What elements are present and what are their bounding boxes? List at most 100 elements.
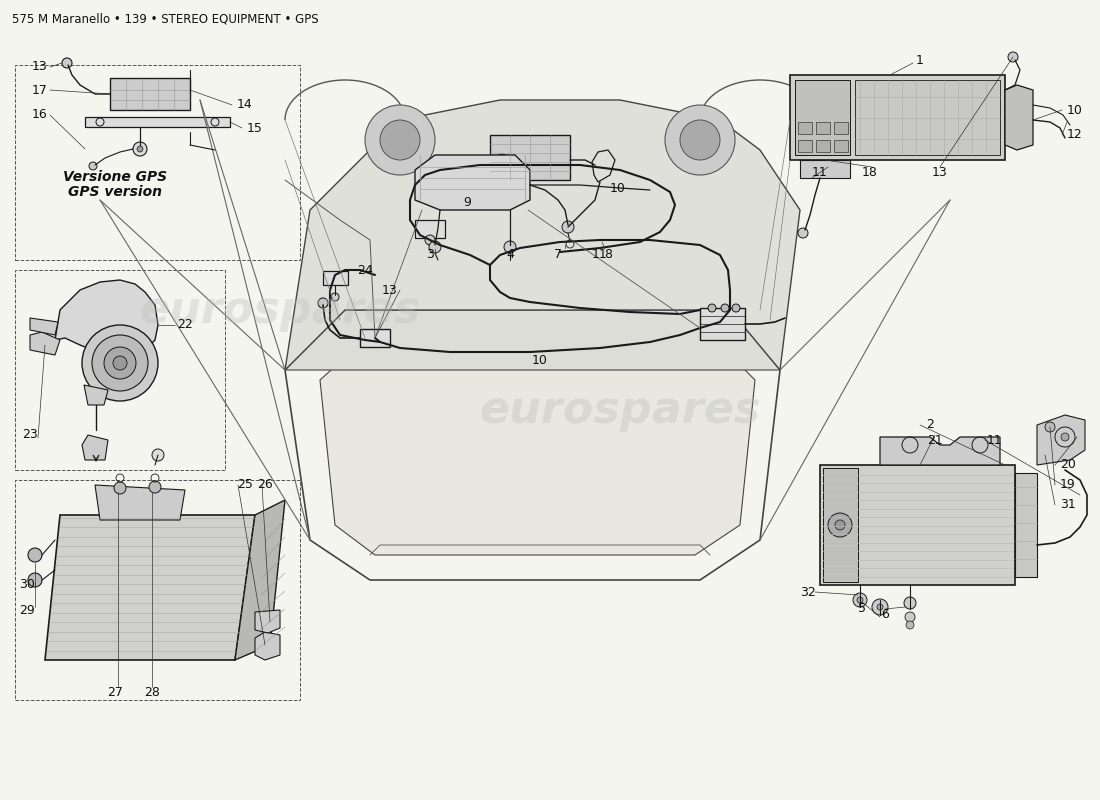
Bar <box>816 140 831 152</box>
Circle shape <box>148 481 161 493</box>
Text: 20: 20 <box>1060 458 1076 471</box>
Bar <box>795 80 850 155</box>
Circle shape <box>89 162 97 170</box>
Text: 4: 4 <box>506 249 514 262</box>
Text: 9: 9 <box>463 195 471 209</box>
Bar <box>798 140 812 152</box>
Polygon shape <box>95 485 185 520</box>
Polygon shape <box>84 385 108 405</box>
Circle shape <box>906 621 914 629</box>
Circle shape <box>496 154 508 166</box>
Circle shape <box>877 604 883 610</box>
Text: 29: 29 <box>19 603 35 617</box>
Circle shape <box>852 593 867 607</box>
Text: 19: 19 <box>1060 478 1076 491</box>
Polygon shape <box>800 160 850 178</box>
Circle shape <box>835 520 845 530</box>
Circle shape <box>429 241 441 253</box>
Bar <box>360 329 390 347</box>
Bar <box>790 75 1005 160</box>
Circle shape <box>62 58 72 68</box>
Bar <box>798 122 812 134</box>
Bar <box>15 270 225 470</box>
Text: 11: 11 <box>987 434 1003 446</box>
Polygon shape <box>30 332 60 355</box>
Text: Versione GPS: Versione GPS <box>63 170 167 184</box>
Circle shape <box>666 105 735 175</box>
Polygon shape <box>235 500 285 660</box>
Polygon shape <box>415 155 530 210</box>
Text: 575 M Maranello • 139 • STEREO EQUIPMENT • GPS: 575 M Maranello • 139 • STEREO EQUIPMENT… <box>12 13 319 26</box>
Polygon shape <box>30 318 58 335</box>
Text: 15: 15 <box>248 122 263 134</box>
Text: 16: 16 <box>32 109 48 122</box>
Bar <box>834 122 848 134</box>
Circle shape <box>857 597 864 603</box>
Bar <box>323 271 348 285</box>
Text: 7: 7 <box>554 249 562 262</box>
Text: 31: 31 <box>1060 498 1076 511</box>
Text: 10: 10 <box>1067 103 1082 117</box>
Circle shape <box>28 548 42 562</box>
Circle shape <box>365 105 435 175</box>
Circle shape <box>28 573 42 587</box>
Circle shape <box>133 142 147 156</box>
Text: GPS version: GPS version <box>68 185 162 199</box>
Text: 11: 11 <box>592 249 608 262</box>
Text: 3: 3 <box>426 249 433 262</box>
Circle shape <box>872 599 888 615</box>
Text: 23: 23 <box>22 429 37 442</box>
Bar <box>490 135 570 180</box>
Circle shape <box>379 120 420 160</box>
Text: 10: 10 <box>532 354 548 366</box>
Text: eurospares: eurospares <box>480 389 761 431</box>
Text: 11: 11 <box>812 166 828 178</box>
Bar <box>855 80 1000 155</box>
Text: 13: 13 <box>932 166 948 178</box>
Text: 30: 30 <box>19 578 35 591</box>
Circle shape <box>113 356 127 370</box>
Bar <box>415 220 446 238</box>
Text: 6: 6 <box>881 609 889 622</box>
Bar <box>834 140 848 152</box>
Text: 1: 1 <box>916 54 924 66</box>
Circle shape <box>1062 433 1069 441</box>
Circle shape <box>114 482 126 494</box>
Circle shape <box>318 298 328 308</box>
Text: 22: 22 <box>177 318 192 331</box>
Bar <box>15 480 300 700</box>
Bar <box>700 308 745 340</box>
Text: 13: 13 <box>32 61 48 74</box>
Circle shape <box>504 241 516 253</box>
Circle shape <box>1008 52 1018 62</box>
Bar <box>85 117 230 127</box>
Text: 10: 10 <box>610 182 626 194</box>
Polygon shape <box>45 515 255 660</box>
Polygon shape <box>1037 415 1085 465</box>
Circle shape <box>92 335 148 391</box>
Text: 27: 27 <box>107 686 123 699</box>
Circle shape <box>708 304 716 312</box>
Text: 28: 28 <box>144 686 159 699</box>
Circle shape <box>904 597 916 609</box>
Circle shape <box>732 304 740 312</box>
Text: 24: 24 <box>358 263 373 277</box>
Text: 5: 5 <box>858 602 866 614</box>
Text: eurospares: eurospares <box>140 289 420 331</box>
Bar <box>816 122 831 134</box>
Circle shape <box>331 293 339 301</box>
Text: 26: 26 <box>257 478 273 491</box>
Polygon shape <box>255 610 280 633</box>
Text: 32: 32 <box>800 586 816 598</box>
Circle shape <box>720 304 729 312</box>
Circle shape <box>1045 422 1055 432</box>
Bar <box>15 65 300 260</box>
Text: 21: 21 <box>927 434 943 446</box>
Text: 14: 14 <box>238 98 253 111</box>
Bar <box>823 468 858 582</box>
Bar <box>1015 473 1037 577</box>
Polygon shape <box>255 632 280 660</box>
Polygon shape <box>285 310 780 370</box>
Text: 18: 18 <box>862 166 878 178</box>
Bar <box>820 465 1015 585</box>
